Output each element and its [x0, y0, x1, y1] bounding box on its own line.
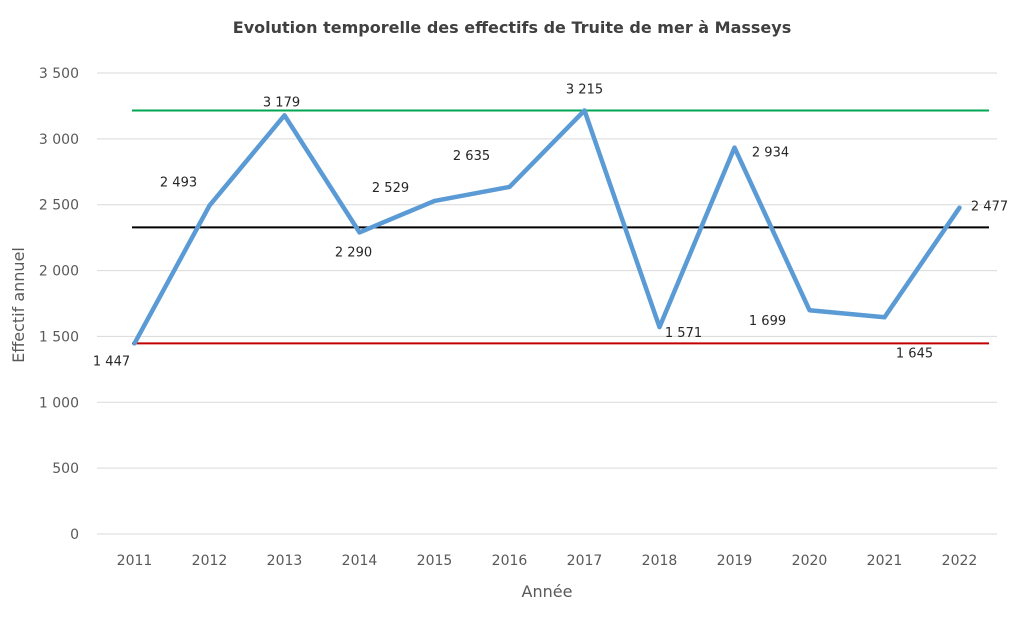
data-label: 3 179: [263, 95, 300, 110]
x-tick-label: 2014: [342, 553, 378, 569]
data-label: 2 934: [752, 146, 789, 161]
x-axis-ticks: 2011 2012 2013 2014 2015 2016 2017 2018 2019 2020…: [117, 553, 978, 569]
data-label: 1 645: [896, 346, 933, 361]
y-tick-label: 1 500: [39, 329, 79, 345]
data-label: 2 290: [335, 245, 372, 260]
series-line: [132, 108, 962, 346]
data-label: 1 447: [93, 354, 130, 369]
reference-lines: [132, 109, 989, 345]
y-tick-label: 0: [70, 527, 79, 543]
data-label: 2 493: [160, 176, 197, 191]
data-label: 1 699: [749, 314, 786, 329]
y-tick-label: 3 000: [39, 132, 79, 148]
x-tick-label: 2015: [417, 553, 453, 569]
x-axis-title: Année: [522, 582, 573, 601]
data-label: 2 477: [971, 200, 1008, 215]
x-tick-label: 2021: [867, 553, 903, 569]
x-tick-label: 2020: [792, 553, 828, 569]
data-label: 3 215: [566, 83, 603, 98]
data-labels: 1 447 2 493 3 179 2 290 2 529 2 635 3 215 1 571…: [93, 83, 1008, 370]
y-tick-label: 2 000: [39, 264, 79, 280]
x-tick-label: 2013: [267, 553, 303, 569]
y-tick-label: 1 000: [39, 395, 79, 411]
x-tick-label: 2019: [717, 553, 753, 569]
y-tick-label: 500: [52, 461, 79, 477]
x-tick-label: 2017: [567, 553, 603, 569]
data-label: 2 529: [372, 181, 409, 196]
gridlines: [97, 72, 997, 535]
y-axis-ticks: 0 500 1 000 1 500 2 000 2 500 3 000 3 500: [39, 66, 79, 543]
y-tick-label: 3 500: [39, 66, 79, 82]
x-tick-label: 2022: [942, 553, 978, 569]
x-tick-label: 2018: [642, 553, 678, 569]
y-axis-title: Effectif annuel: [9, 247, 28, 363]
data-label: 2 635: [453, 149, 490, 164]
chart-title: Evolution temporelle des effectifs de Tr…: [233, 18, 791, 37]
y-tick-label: 2 500: [39, 198, 79, 214]
series: [132, 108, 962, 346]
x-tick-label: 2011: [117, 553, 153, 569]
data-label: 1 571: [665, 326, 702, 341]
x-tick-label: 2012: [192, 553, 228, 569]
x-tick-label: 2016: [492, 553, 528, 569]
